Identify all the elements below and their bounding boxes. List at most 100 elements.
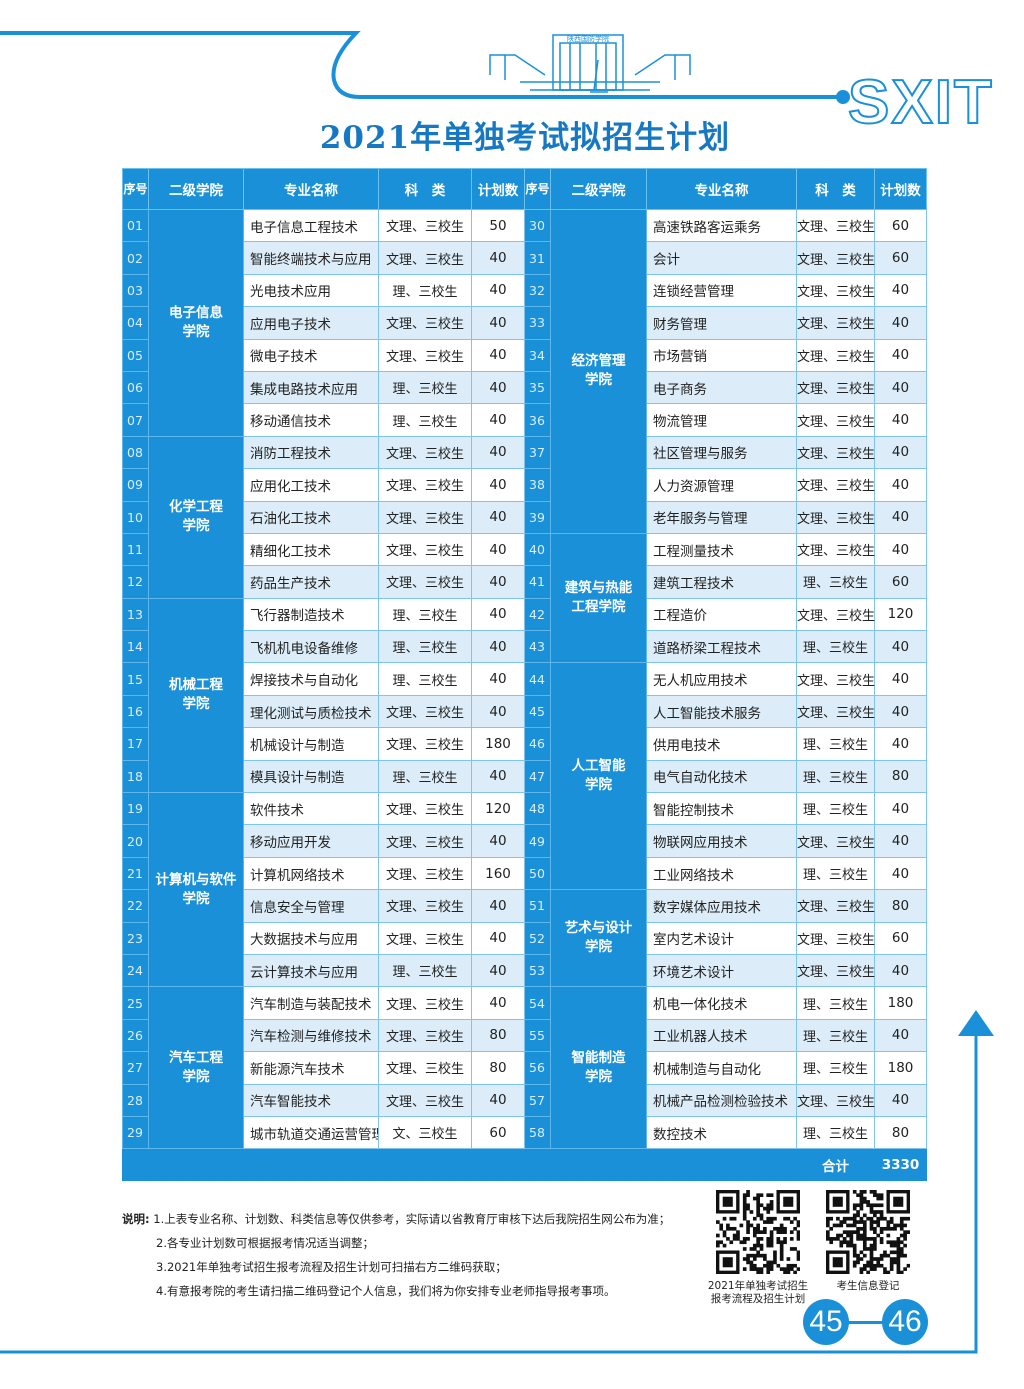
type-cell: 文理、三校生 <box>796 403 875 437</box>
major-cell: 焊接技术与自动化 <box>243 662 379 696</box>
qr-caption: 考生信息登记 <box>836 1280 900 1292</box>
type-cell: 理、三校生 <box>796 857 875 891</box>
seq-cell: 09 <box>122 468 149 502</box>
table-row: 20 移动应用开发 文理、三校生 40 49 物联网应用技术 文理、三校生 40 <box>122 824 927 858</box>
type-cell: 文理、三校生 <box>378 501 472 534</box>
count-cell: 40 <box>471 922 525 955</box>
seq-cell: 57 <box>524 1083 551 1117</box>
table-row: 02 智能终端技术与应用 文理、三校生 40 31 会计 文理、三校生 60 <box>122 241 927 275</box>
type-cell: 文、三校生 <box>378 1116 472 1150</box>
table-row: 16 理化测试与质检技术 文理、三校生 40 45 人工智能技术服务 文理、三校生 40 <box>122 694 927 729</box>
count-cell: 120 <box>874 598 927 632</box>
seq-cell: 14 <box>122 630 149 664</box>
seq-cell: 54 <box>524 986 551 1020</box>
table-row: 09 应用化工技术 文理、三校生 40 38 人力资源管理 文理、三校生 40 <box>122 468 927 502</box>
count-cell: 40 <box>471 436 525 470</box>
type-cell: 文理、三校生 <box>796 209 875 243</box>
type-cell: 理、三校生 <box>378 954 472 988</box>
qr-caption: 2021年单独考试招生 报考流程及招生计划 <box>700 1280 816 1306</box>
seq-cell: 13 <box>122 597 149 632</box>
count-cell: 40 <box>874 954 927 988</box>
page-number-left: 45 <box>803 1299 849 1345</box>
type-cell: 文理、三校生 <box>378 857 472 891</box>
type-cell: 理、三校生 <box>378 371 472 405</box>
sxit-logo: SXIT <box>847 67 994 138</box>
type-cell: 文理、三校生 <box>796 306 875 340</box>
count-cell: 160 <box>471 857 525 891</box>
seq-cell: 25 <box>122 986 149 1020</box>
major-cell: 精细化工技术 <box>243 533 379 567</box>
count-cell: 40 <box>471 403 525 437</box>
count-cell: 40 <box>471 241 525 275</box>
count-cell: 40 <box>874 695 927 729</box>
type-cell: 理、三校生 <box>378 403 472 437</box>
type-cell: 文理、三校生 <box>378 1051 472 1085</box>
table-row: 15 焊接技术与自动化 理、三校生 40 44 人工智能 学院 无人机应用技术 文理、三校生 40 <box>122 662 927 891</box>
count-cell: 40 <box>471 598 525 632</box>
seq-cell: 42 <box>524 597 551 632</box>
type-cell: 理、三校生 <box>796 630 875 664</box>
svg-text:SXIT: SXIT <box>848 68 994 137</box>
type-cell: 文理、三校生 <box>796 662 875 696</box>
major-cell: 环境艺术设计 <box>646 954 797 988</box>
major-cell: 工业机器人技术 <box>646 1019 797 1053</box>
type-cell: 理、三校生 <box>796 1116 875 1150</box>
table-row: 24 云计算技术与应用 理、三校生 40 53 环境艺术设计 文理、三校生 40 <box>122 953 927 988</box>
major-cell: 机电一体化技术 <box>646 986 797 1020</box>
major-cell: 云计算技术与应用 <box>243 954 379 988</box>
count-cell: 180 <box>471 727 525 761</box>
count-cell: 40 <box>471 306 525 340</box>
major-cell: 人工智能技术服务 <box>646 695 797 729</box>
type-cell: 理、三校生 <box>378 662 472 696</box>
seq-cell: 29 <box>122 1115 149 1150</box>
type-cell: 理、三校生 <box>796 565 875 599</box>
seq-cell: 46 <box>524 727 551 761</box>
type-cell: 文理、三校生 <box>796 339 875 372</box>
table-row: 10 石油化工技术 文理、三校生 40 39 老年服务与管理 文理、三校生 40 <box>122 500 927 534</box>
count-cell: 60 <box>874 241 927 275</box>
count-cell: 40 <box>874 306 927 340</box>
count-cell: 40 <box>471 889 525 923</box>
seq-cell: 07 <box>122 403 149 437</box>
header-college: 二级学院 <box>148 168 244 210</box>
type-cell: 理、三校生 <box>378 598 472 632</box>
college-cell: 计算机与软件 学院 <box>148 792 244 988</box>
college-name-line: 学院 <box>585 372 612 389</box>
count-cell: 120 <box>471 792 525 826</box>
seq-cell: 43 <box>524 630 551 664</box>
seq-cell: 12 <box>122 565 149 599</box>
type-cell: 文理、三校生 <box>378 986 472 1020</box>
header-type: 科 类 <box>796 168 875 210</box>
count-cell: 80 <box>471 1051 525 1085</box>
count-cell: 40 <box>874 857 927 891</box>
type-cell: 文理、三校生 <box>378 209 472 243</box>
college-name-line: 艺术与设计 <box>564 920 633 937</box>
college-name-line: 学院 <box>182 890 210 907</box>
notes-label: 说明: <box>122 1212 150 1226</box>
seq-cell: 20 <box>122 824 149 858</box>
count-cell: 40 <box>874 371 927 405</box>
table-row: 13 机械工程 学院 飞行器制造技术 理、三校生 40 42 工程造价 文理、三校生 120 <box>122 597 927 794</box>
type-cell: 理、三校生 <box>796 727 875 761</box>
seq-cell: 22 <box>122 889 149 923</box>
count-cell: 180 <box>874 1051 927 1085</box>
major-cell: 微电子技术 <box>243 339 379 372</box>
type-cell: 理、三校生 <box>378 760 472 794</box>
major-cell: 智能控制技术 <box>646 792 797 826</box>
type-cell: 文理、三校生 <box>796 954 875 988</box>
major-cell: 新能源汽车技术 <box>243 1051 379 1085</box>
page-connector <box>846 1321 886 1324</box>
major-cell: 应用电子技术 <box>243 306 379 340</box>
total-row: 合计 3330 <box>122 1148 927 1182</box>
table-row: 28 汽车智能技术 文理、三校生 40 57 机械产品检测检验技术 文理、三校生 40 <box>122 1083 927 1117</box>
seq-cell: 33 <box>524 306 551 340</box>
major-cell: 物联网应用技术 <box>646 824 797 858</box>
college-cell: 建筑与热能 工程学院 <box>550 532 647 664</box>
qr-code-icon <box>826 1190 910 1274</box>
seq-cell: 44 <box>524 662 551 696</box>
count-cell: 40 <box>874 1084 927 1117</box>
table-row: 05 微电子技术 文理、三校生 40 34 市场营销 文理、三校生 40 <box>122 338 927 372</box>
major-cell: 应用化工技术 <box>243 468 379 502</box>
type-cell: 理、三校生 <box>796 760 875 794</box>
